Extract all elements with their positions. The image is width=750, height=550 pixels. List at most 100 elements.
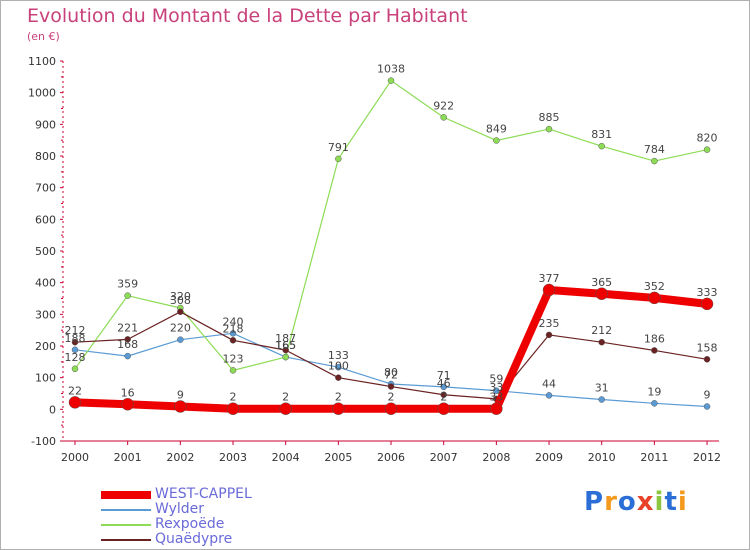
data-label-west-cappel: 16	[121, 386, 135, 399]
legend-swatch	[101, 539, 151, 541]
data-label-rexpo-de: 123	[223, 352, 244, 365]
data-point-west-cappel	[226, 402, 240, 415]
data-point-rexpo-de	[598, 142, 605, 150]
data-label-west-cappel: 352	[644, 280, 665, 293]
data-point-west-cappel	[542, 283, 556, 297]
proxiti-logo: Proxiti	[584, 487, 688, 517]
y-tick-label: 700	[35, 182, 56, 195]
legend-swatch	[101, 509, 151, 511]
data-label-wylder: 168	[117, 338, 138, 351]
data-point-west-cappel	[384, 402, 398, 415]
x-tick-label: 2000	[61, 451, 89, 464]
data-point-rexpo-de	[703, 146, 711, 153]
data-point-rexpo-de	[71, 365, 79, 373]
data-point-wylder	[440, 383, 447, 391]
data-label-qua-dypre: 72	[384, 369, 398, 382]
data-label-qua-dypre: 218	[223, 322, 244, 335]
y-tick-label: 1000	[28, 87, 56, 100]
data-point-west-cappel	[595, 287, 608, 300]
data-point-qua-dypre	[177, 308, 184, 316]
data-point-west-cappel	[437, 402, 450, 415]
chart-title: Evolution du Montant de la Dette par Hab…	[27, 5, 468, 27]
data-label-qua-dypre: 235	[539, 317, 560, 330]
data-point-rexpo-de	[493, 137, 500, 144]
data-label-wylder: 71	[437, 369, 451, 382]
y-tick-label: -100	[31, 435, 56, 448]
data-label-qua-dypre: 33	[489, 381, 503, 394]
data-label-west-cappel: 377	[539, 272, 560, 285]
legend-label: WEST-CAPPEL	[155, 486, 252, 502]
x-tick-label: 2004	[272, 451, 300, 464]
x-tick-label: 2009	[535, 451, 563, 464]
y-tick-label: 0	[49, 403, 56, 416]
data-label-qua-dypre: 187	[275, 332, 296, 345]
data-label-qua-dypre: 308	[170, 294, 191, 307]
data-point-qua-dypre	[703, 356, 711, 363]
data-point-west-cappel	[700, 297, 714, 311]
data-label-wylder: 165	[275, 339, 296, 352]
data-point-wylder	[493, 387, 500, 394]
x-tick-label: 2012	[693, 451, 721, 464]
data-label-wylder: 240	[223, 315, 244, 328]
x-tick-label: 2002	[166, 451, 194, 464]
data-label-rexpo-de: 831	[591, 128, 612, 141]
y-tick-label: 100	[35, 372, 56, 385]
data-label-wylder: 9	[704, 388, 711, 401]
y-tick-label: 900	[35, 118, 56, 131]
data-label-rexpo-de: 165	[275, 339, 296, 352]
data-label-rexpo-de: 922	[433, 99, 454, 112]
data-label-wylder: 31	[595, 382, 609, 395]
data-label-qua-dypre: 186	[644, 332, 665, 345]
data-point-rexpo-de	[440, 114, 447, 121]
data-point-rexpo-de	[651, 157, 658, 165]
data-label-west-cappel: 365	[591, 276, 612, 289]
x-tick-label: 2003	[219, 451, 247, 464]
legend-label: Wylder	[155, 501, 205, 517]
data-label-qua-dypre: 100	[328, 360, 349, 373]
data-point-qua-dypre	[335, 374, 342, 381]
data-point-qua-dypre	[282, 346, 289, 354]
data-label-rexpo-de: 320	[170, 290, 191, 303]
data-label-rexpo-de: 849	[486, 122, 507, 135]
data-point-west-cappel	[332, 402, 345, 415]
x-tick-label: 2001	[114, 451, 142, 464]
data-label-west-cappel: 33	[489, 391, 503, 404]
data-label-west-cappel: 2	[335, 391, 342, 404]
data-label-qua-dypre: 158	[697, 341, 718, 354]
data-point-wylder	[177, 336, 184, 343]
x-tick-label: 2005	[324, 451, 352, 464]
y-tick-label: 500	[35, 245, 56, 258]
y-tick-label: 800	[35, 150, 56, 163]
data-point-west-cappel	[490, 402, 503, 415]
legend-label: Rexpoëde	[155, 516, 225, 532]
data-point-qua-dypre	[598, 338, 605, 346]
y-tick-label: 1100	[28, 55, 56, 68]
data-point-rexpo-de	[282, 353, 289, 361]
data-label-rexpo-de: 885	[539, 111, 560, 124]
x-tick-label: 2010	[588, 451, 616, 464]
data-label-west-cappel: 9	[177, 388, 184, 401]
data-label-wylder: 133	[328, 349, 349, 362]
data-point-qua-dypre	[440, 391, 447, 399]
data-label-rexpo-de: 359	[117, 278, 138, 291]
y-tick-label: 400	[35, 277, 56, 290]
data-label-wylder: 19	[647, 385, 661, 398]
x-tick-label: 2011	[640, 451, 668, 464]
legend-swatch	[101, 524, 151, 526]
data-point-rexpo-de	[335, 155, 342, 163]
data-label-rexpo-de: 128	[65, 351, 86, 364]
data-point-west-cappel	[68, 396, 82, 409]
data-label-wylder: 220	[170, 322, 191, 335]
x-tick-label: 2007	[430, 451, 458, 464]
data-point-wylder	[124, 352, 131, 360]
data-point-west-cappel	[279, 402, 292, 415]
x-tick-label: 2008	[482, 451, 510, 464]
x-tick-label: 2006	[377, 451, 405, 464]
data-label-west-cappel: 2	[440, 391, 447, 404]
data-label-qua-dypre: 221	[117, 321, 138, 334]
data-label-wylder: 80	[384, 366, 398, 379]
data-label-wylder: 59	[489, 373, 503, 386]
data-point-qua-dypre	[229, 337, 237, 344]
y-tick-label: 600	[35, 213, 56, 226]
